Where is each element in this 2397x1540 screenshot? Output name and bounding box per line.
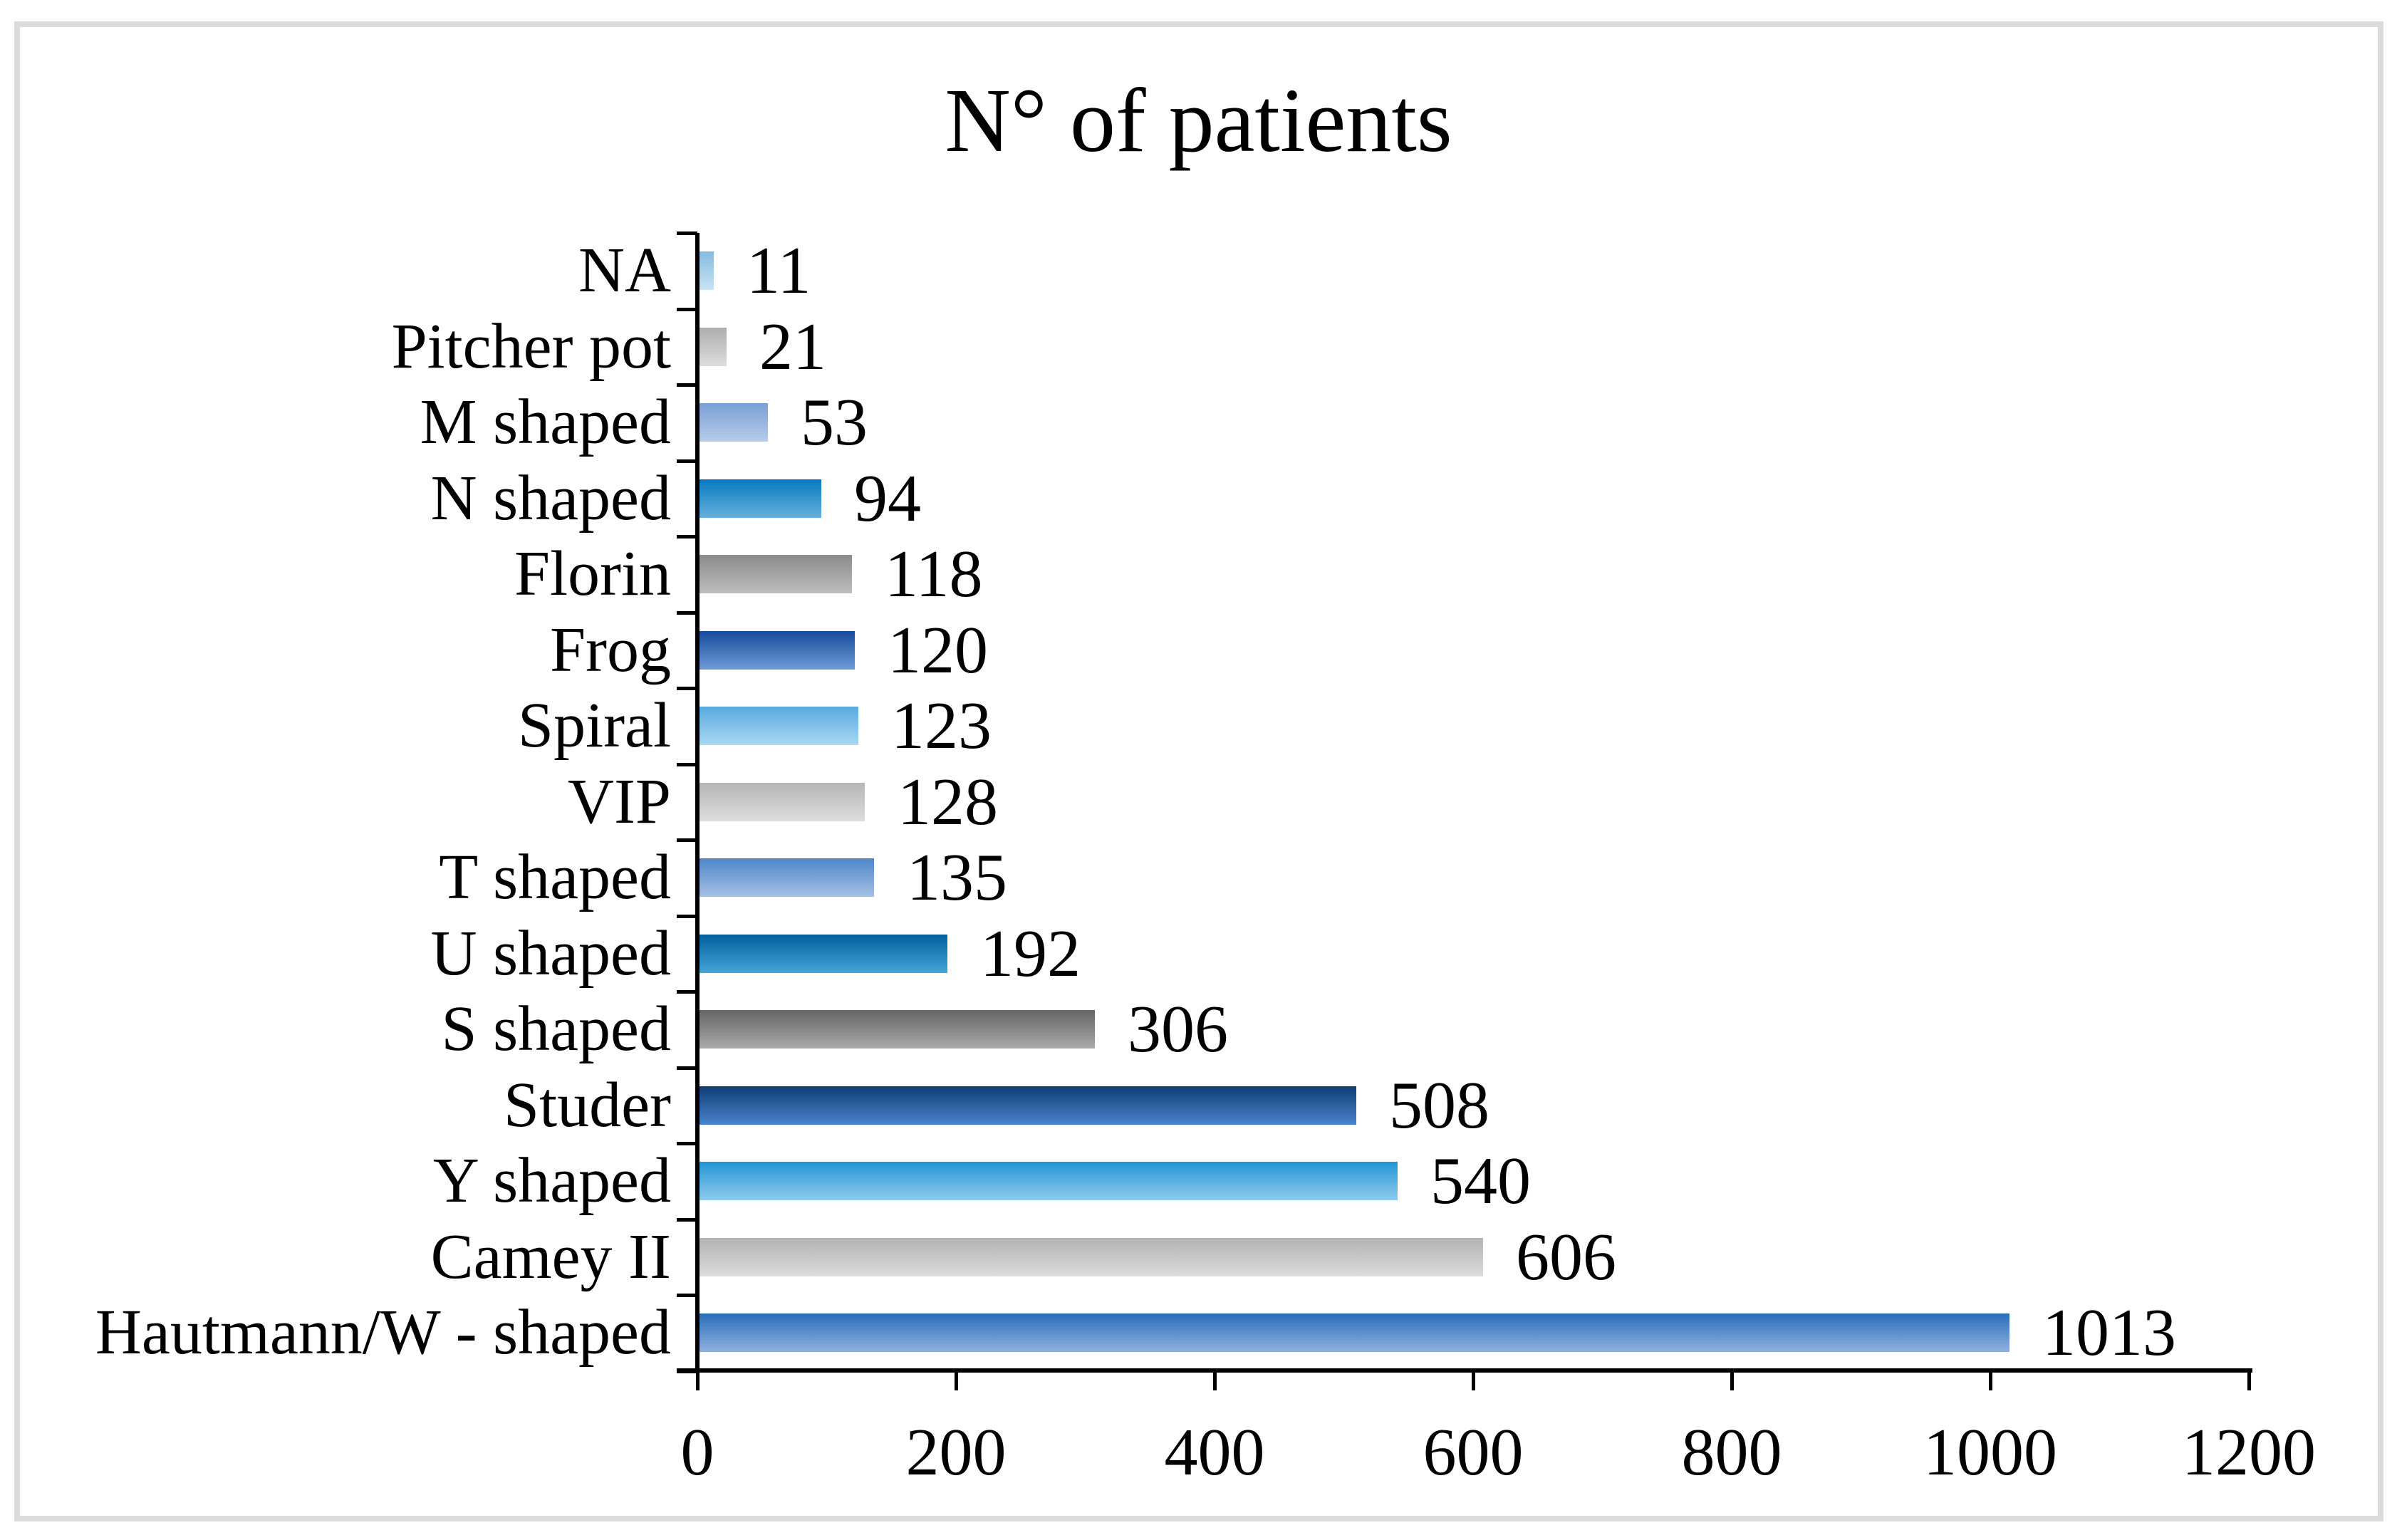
category-label: Y shaped (432, 1145, 671, 1217)
x-axis-tick-label: 400 (1164, 1415, 1265, 1489)
x-axis-tick-label: 1200 (2182, 1415, 2316, 1489)
x-axis-tick-label: 800 (1681, 1415, 1782, 1489)
value-label: 120 (888, 613, 988, 687)
x-axis-tick-label: 600 (1423, 1415, 1524, 1489)
value-label: 1013 (2042, 1296, 2176, 1370)
x-axis-tick-label: 200 (905, 1415, 1007, 1489)
category-label: Frog (549, 614, 671, 685)
bar (700, 403, 768, 442)
category-label: U shaped (430, 917, 671, 989)
x-axis-line (677, 1368, 2252, 1373)
value-label: 540 (1430, 1144, 1531, 1218)
category-label: Spiral (518, 690, 671, 761)
y-axis-tick (677, 1369, 697, 1373)
x-axis-tick (696, 1373, 700, 1390)
y-axis-tick (677, 1217, 697, 1222)
category-label: Studer (504, 1069, 671, 1140)
bar (700, 1237, 1483, 1276)
y-axis-tick (677, 535, 697, 539)
value-label: 53 (801, 385, 868, 459)
bar (700, 707, 858, 745)
chart-frame (14, 21, 2383, 1521)
category-label: NA (578, 235, 671, 306)
y-axis-tick (677, 383, 697, 387)
value-label: 128 (898, 764, 998, 839)
y-axis-line (695, 233, 700, 1373)
y-axis-tick (677, 307, 697, 311)
bar (700, 1086, 1356, 1125)
chart-title: N° of patients (945, 70, 1452, 171)
y-axis-tick (677, 762, 697, 766)
value-label: 123 (891, 689, 992, 763)
category-label: Hautmann/W - shaped (95, 1297, 671, 1368)
bar (700, 858, 874, 897)
bar (700, 630, 855, 670)
y-axis-tick (677, 990, 697, 994)
y-axis-tick (677, 1142, 697, 1145)
value-label: 306 (1128, 992, 1228, 1066)
y-axis-tick (677, 838, 697, 842)
x-axis-tick (1472, 1373, 1475, 1390)
category-label: S shaped (441, 994, 671, 1065)
y-axis-tick (677, 914, 697, 918)
y-axis-tick (677, 687, 697, 690)
category-label: VIP (567, 766, 671, 837)
y-axis-tick (677, 459, 697, 463)
bar (700, 1162, 1398, 1200)
value-label: 606 (1516, 1219, 1616, 1294)
bar (700, 555, 852, 593)
x-axis-tick-label: 0 (680, 1415, 714, 1489)
bar (700, 327, 727, 366)
y-axis-tick (677, 1294, 697, 1297)
value-label: 11 (747, 234, 811, 308)
x-axis-tick (2247, 1373, 2251, 1390)
category-label: T shaped (439, 842, 671, 913)
x-axis-tick (955, 1373, 958, 1390)
value-label: 192 (980, 916, 1081, 991)
category-label: Pitcher pot (391, 311, 671, 382)
x-axis-tick-label: 1000 (1923, 1415, 2057, 1489)
bar (700, 1313, 2009, 1352)
y-axis-tick (677, 610, 697, 615)
value-label: 135 (907, 841, 1007, 915)
y-axis-tick (677, 1066, 697, 1070)
x-axis-tick (1989, 1373, 1992, 1390)
value-label: 508 (1389, 1068, 1489, 1143)
value-label: 118 (885, 537, 983, 611)
category-label: Florin (514, 539, 671, 610)
category-label: M shaped (420, 387, 671, 458)
value-label: 94 (854, 461, 921, 536)
bar (700, 1010, 1095, 1049)
value-label: 21 (759, 309, 826, 384)
x-axis-tick (1730, 1373, 1734, 1390)
bar (700, 782, 865, 821)
bar (700, 251, 714, 290)
bar (700, 479, 821, 518)
category-label: N shaped (430, 462, 671, 534)
y-axis-tick (677, 231, 697, 235)
category-label: Camey II (430, 1221, 671, 1292)
bar (700, 934, 947, 973)
x-axis-tick (1213, 1373, 1217, 1390)
